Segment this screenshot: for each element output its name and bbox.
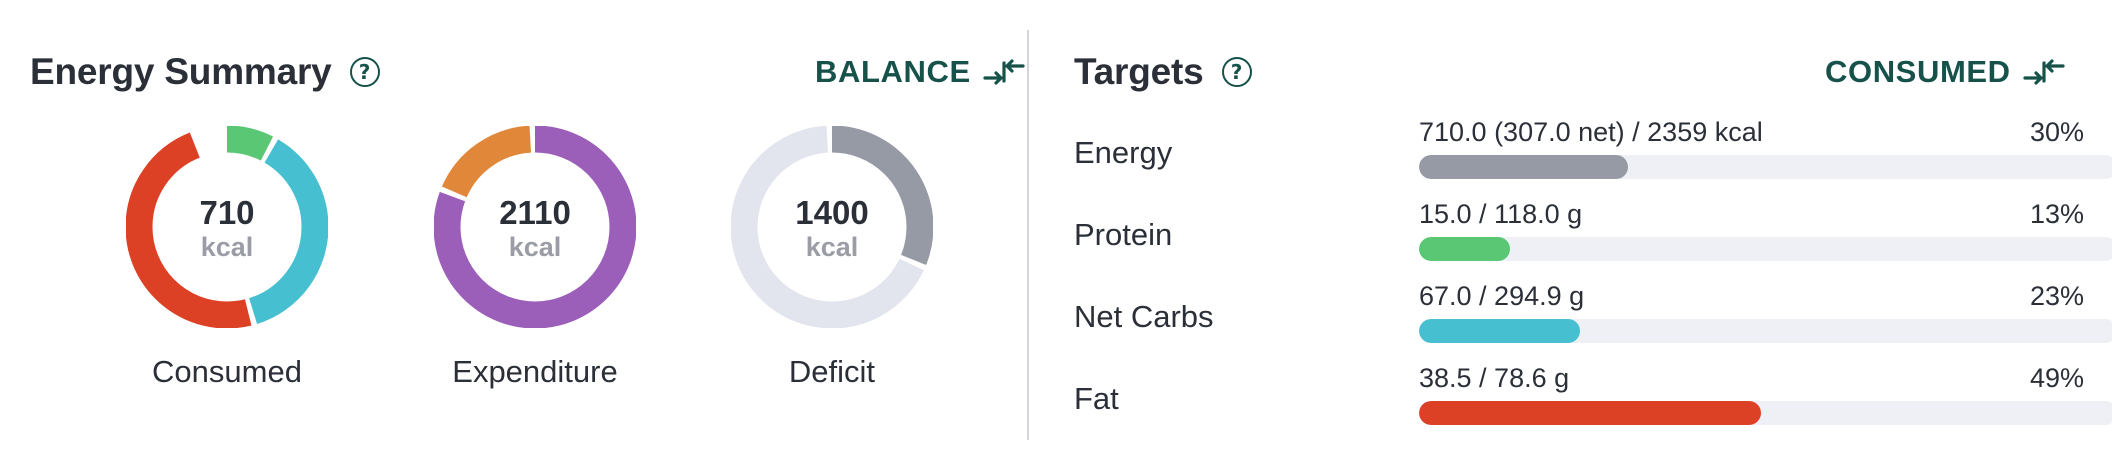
progress-track: [1419, 237, 2112, 261]
deficit-donut-chart: [731, 126, 933, 328]
progress-track: [1419, 401, 2112, 425]
panel-divider: [1027, 30, 1029, 440]
targets-title: Targets: [1074, 51, 1204, 92]
deficit-ring: 1400 kcal: [731, 126, 933, 328]
progress-fill: [1419, 401, 1762, 425]
target-row-fat[interactable]: Fat 38.5 / 78.6 g 49%: [1074, 363, 2112, 461]
deficit-segment-consumed: [731, 126, 933, 328]
deficit-segment-remaining: [731, 126, 933, 328]
target-percent: 49%: [2029, 363, 2084, 393]
targets-header: Targets ?: [1074, 44, 1252, 100]
consumed-toggle-button[interactable]: CONSUMED: [1825, 44, 2065, 100]
progress-track: [1419, 319, 2112, 343]
expenditure-unit: kcal: [508, 232, 562, 262]
expenditure-segment-main: [434, 126, 636, 328]
consumed-segment-fat: [126, 126, 328, 328]
consumed-segment-carbs: [126, 126, 328, 328]
question-circle-icon[interactable]: ?: [1221, 57, 1252, 87]
expenditure-value: 2110: [499, 194, 571, 231]
expenditure-ring: 2110 kcal: [434, 126, 636, 328]
target-percent: 30%: [2029, 117, 2084, 147]
expenditure-label: Expenditure: [452, 354, 618, 389]
target-label: Protein: [1074, 217, 1173, 252]
consumed-ring: 710 kcal: [126, 126, 328, 328]
energy-summary-header: Energy Summary ?: [30, 44, 380, 100]
progress-fill: [1419, 319, 1580, 343]
target-row-net-carbs[interactable]: Net Carbs 67.0 / 294.9 g 23%: [1074, 281, 2112, 379]
target-label: Fat: [1074, 381, 1119, 416]
progress-fill: [1419, 237, 1510, 261]
question-circle-icon[interactable]: ?: [349, 57, 380, 87]
arrows-collapse-icon: [2023, 59, 2065, 85]
target-percent: 23%: [2029, 281, 2084, 311]
target-amount: 38.5 / 78.6 g: [1419, 363, 1570, 393]
consumed-value: 710: [199, 194, 255, 231]
consumed-toggle-label: CONSUMED: [1825, 54, 2011, 89]
target-amount: 67.0 / 294.9 g: [1419, 281, 1585, 311]
balance-toggle-button[interactable]: BALANCE: [815, 44, 1025, 100]
energy-summary-title: Energy Summary: [30, 51, 332, 92]
energy-summary-panel: Energy Summary ? BALANCE 710 kcal Consum…: [0, 0, 1027, 466]
target-amount: 15.0 / 118.0 g: [1419, 199, 1583, 229]
consumed-donut-chart: [126, 126, 328, 328]
target-row-energy[interactable]: Energy 710.0 (307.0 net) / 2359 kcal 30%: [1074, 117, 2112, 215]
consumed-segment-protein: [126, 126, 328, 328]
consumed-unit: kcal: [200, 232, 254, 262]
deficit-value: 1400: [795, 194, 869, 231]
progress-fill: [1419, 155, 1629, 179]
target-percent: 13%: [2029, 199, 2084, 229]
deficit-unit: kcal: [805, 232, 859, 262]
expenditure-donut-chart: [434, 126, 636, 328]
target-amount: 710.0 (307.0 net) / 2359 kcal: [1419, 117, 1763, 147]
target-label: Energy: [1074, 135, 1173, 170]
consumed-label: Consumed: [152, 354, 302, 389]
deficit-label: Deficit: [788, 354, 876, 389]
arrows-collapse-icon: [983, 59, 1025, 85]
target-label: Net Carbs: [1074, 299, 1214, 334]
balance-toggle-label: BALANCE: [815, 54, 971, 89]
targets-panel: Targets ? CONSUMED Energy 710.0 (307.0 n…: [1029, 0, 2112, 466]
progress-track: [1419, 155, 2112, 179]
target-row-protein[interactable]: Protein 15.0 / 118.0 g 13%: [1074, 199, 2112, 297]
